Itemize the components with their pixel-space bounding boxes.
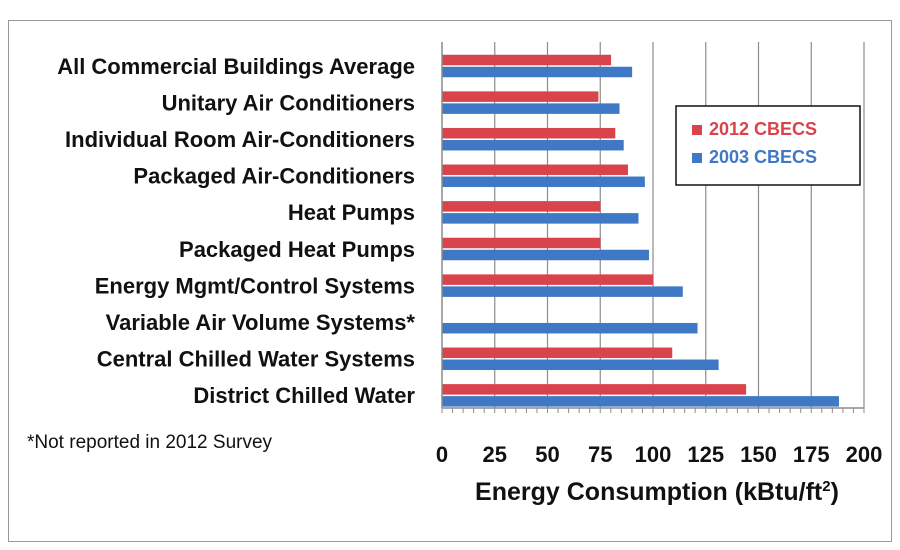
category-label: Packaged Air-Conditioners <box>133 164 415 189</box>
tick-label: 200 <box>846 442 883 467</box>
bar-2003 <box>441 213 639 224</box>
tick-label: 125 <box>687 442 724 467</box>
category-label: Individual Room Air-Conditioners <box>65 127 415 152</box>
bar-2003 <box>441 176 645 188</box>
bar-2012 <box>441 237 601 249</box>
bar-2003 <box>441 139 624 151</box>
bar-2012 <box>441 347 673 359</box>
legend-box <box>675 105 861 186</box>
category-label: Central Chilled Water Systems <box>97 347 415 372</box>
category-label: Energy Mgmt/Control Systems <box>95 273 415 298</box>
bar-2012 <box>441 91 599 102</box>
tick-label: 0 <box>436 442 448 467</box>
category-label: District Chilled Water <box>193 383 415 408</box>
gridlines <box>494 42 865 408</box>
category-labels: All Commercial Buildings Average Unitary … <box>57 54 415 408</box>
tick-label: 175 <box>793 442 830 467</box>
bar-2003 <box>441 359 719 371</box>
footnote: *Not reported in 2012 Survey <box>27 432 273 453</box>
category-label: Variable Air Volume Systems* <box>106 310 416 335</box>
bar-2003 <box>441 322 698 334</box>
category-label: Heat Pumps <box>288 200 415 225</box>
bar-2012 <box>441 201 601 212</box>
bar-2003 <box>441 286 683 297</box>
bar-2012 <box>441 127 616 139</box>
legend-swatch <box>692 125 702 135</box>
tick-label: 50 <box>535 442 559 467</box>
bar-2003 <box>441 103 620 114</box>
legend-swatch <box>692 153 702 163</box>
category-label: Unitary Air Conditioners <box>162 90 415 115</box>
legend: 2012 CBECS 2003 CBECS <box>675 105 861 186</box>
bar-2012 <box>441 274 654 285</box>
tick-label: 100 <box>635 442 672 467</box>
legend-label: 2003 CBECS <box>709 147 817 167</box>
category-label: Packaged Heat Pumps <box>179 237 415 262</box>
x-axis-title: Energy Consumption (kBtu/ft2) <box>475 478 839 506</box>
bar-2003 <box>441 249 650 261</box>
bar-2012 <box>441 164 628 176</box>
bar-2003 <box>441 396 839 407</box>
bar-2003 <box>441 66 633 78</box>
x-axis <box>441 42 865 413</box>
category-label: All Commercial Buildings Average <box>57 54 415 79</box>
bar-2012 <box>441 384 747 395</box>
tick-label: 25 <box>483 442 507 467</box>
legend-label: 2012 CBECS <box>709 119 817 139</box>
tick-label: 150 <box>740 442 777 467</box>
tick-labels: 0 25 50 75 100 125 150 175 200 <box>436 442 882 467</box>
tick-label: 75 <box>588 442 612 467</box>
bar-2012 <box>441 54 612 66</box>
